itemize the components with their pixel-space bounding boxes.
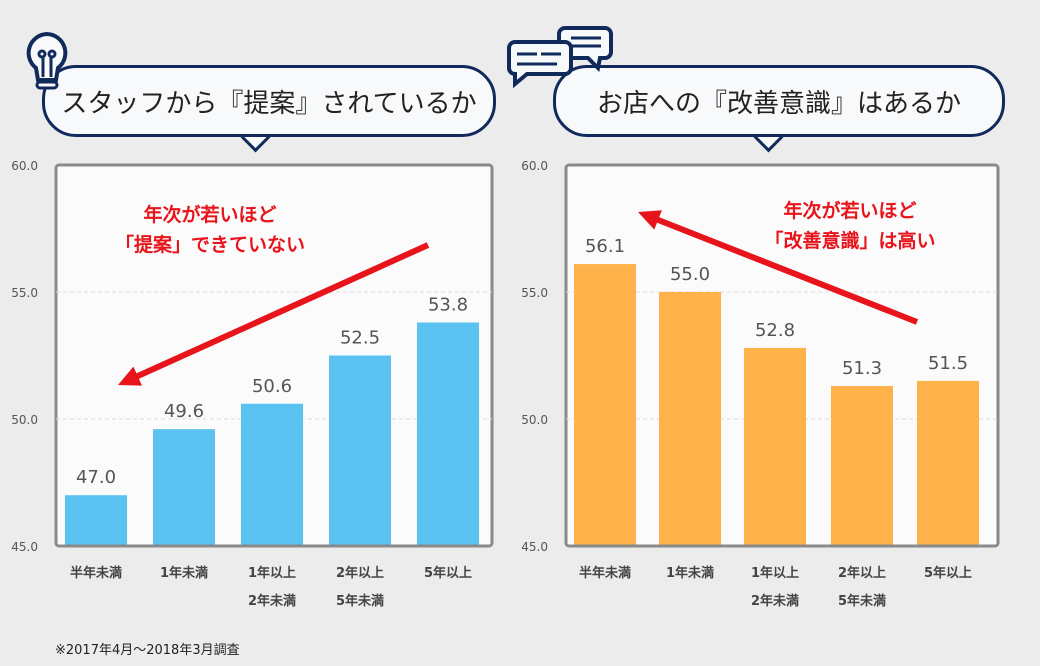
annotation-2: 年次が若いほど 「改善意識」は高い: [730, 196, 970, 256]
x-tick-label: 1年未満: [160, 565, 208, 581]
arrow-head: [118, 366, 142, 386]
x-tick-label: 半年未満: [579, 565, 631, 581]
bar: [831, 385, 893, 545]
y-tick-label: 45.0: [11, 540, 38, 554]
chart-title-1: スタッフから『提案』されているか: [42, 65, 496, 137]
x-tick-label: 5年未満: [838, 593, 886, 609]
trend-arrow: [131, 242, 430, 382]
x-tick-label: 1年以上: [751, 565, 799, 581]
title-text: お店への『改善意識』はあるか: [596, 88, 961, 119]
speech-bubbles-icon: [507, 26, 613, 89]
chart-title-2: お店への『改善意識』はあるか: [553, 65, 1005, 137]
bar: [659, 292, 721, 545]
bar: [417, 322, 479, 545]
bar: [744, 347, 806, 545]
lightbulb-icon: [26, 31, 68, 90]
x-tick-label: 2年以上: [838, 565, 886, 581]
bar: [153, 429, 215, 545]
arrow-head: [638, 210, 662, 230]
y-tick-label: 60.0: [11, 160, 38, 173]
annotation-line: 「提案」できていない: [114, 234, 305, 256]
x-tick-label: 2年未満: [248, 593, 296, 609]
x-tick-label: 2年以上: [336, 565, 384, 581]
y-tick-label: 45.0: [521, 540, 548, 554]
y-tick-label: 60.0: [521, 160, 548, 173]
bar: [574, 264, 636, 545]
title-text: スタッフから『提案』されているか: [61, 88, 477, 119]
annotation-line: 年次が若いほど: [143, 204, 277, 226]
data-label: 50.6: [252, 376, 292, 397]
y-tick-label: 55.0: [521, 286, 548, 300]
data-label: 52.8: [755, 320, 795, 341]
footnote: ※2017年4月〜2018年3月調査: [55, 643, 240, 658]
data-label: 51.3: [842, 358, 882, 379]
data-label: 49.6: [164, 401, 204, 422]
data-label: 47.0: [76, 467, 116, 488]
x-tick-label: 半年未満: [70, 565, 122, 581]
x-tick-label: 2年未満: [751, 593, 799, 609]
annotation-line: 年次が若いほど: [783, 200, 917, 222]
bar-chart-improvement: 45.0 50.0 55.0 60.0 56.1 半年未満 55.0 1年未満 52.8 1年以上…: [521, 160, 1000, 609]
y-tick-label: 55.0: [11, 286, 38, 300]
x-tick-label: 5年以上: [924, 565, 972, 581]
bar: [241, 403, 303, 545]
bar: [329, 355, 391, 545]
data-label: 53.8: [428, 294, 468, 315]
x-tick-label: 1年未満: [666, 565, 714, 581]
bar-chart-suggestions: 45.0 50.0 55.0 60.0 47.0 半年未満 49.6 1年未満 50.6 1年以上…: [11, 160, 494, 609]
x-tick-label: 5年以上: [424, 565, 472, 581]
trend-arrow: [651, 215, 919, 325]
annotation-line: 「改善意識」は高い: [764, 230, 936, 252]
y-tick-label: 50.0: [11, 413, 38, 427]
bar: [65, 495, 127, 545]
data-label: 51.5: [928, 353, 968, 374]
bar: [917, 380, 979, 545]
data-label: 55.0: [670, 264, 710, 285]
x-tick-label: 1年以上: [248, 565, 296, 581]
data-label: 52.5: [340, 328, 380, 349]
annotation-1: 年次が若いほど「提案」できていない: [90, 200, 330, 260]
data-label: 56.1: [585, 236, 625, 257]
y-tick-label: 50.0: [521, 413, 548, 427]
x-tick-label: 5年未満: [336, 593, 384, 609]
